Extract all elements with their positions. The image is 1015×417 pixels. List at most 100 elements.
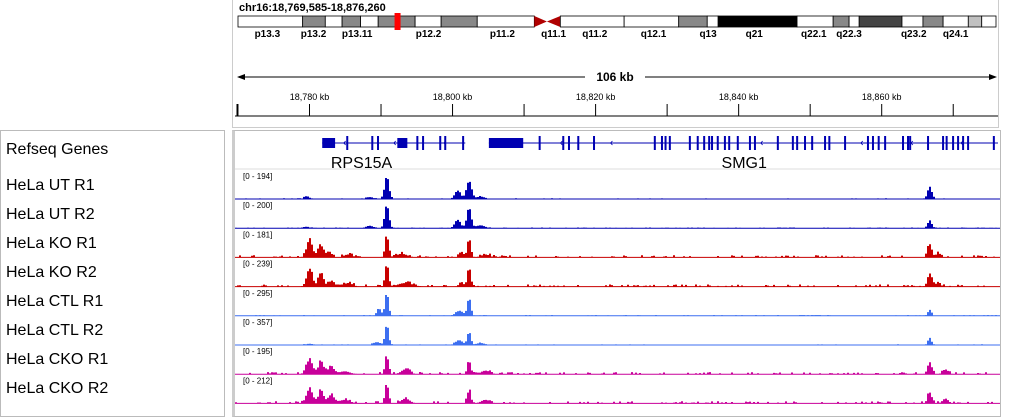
gene-exon: [736, 136, 739, 150]
gene-exon: [866, 136, 869, 150]
cytoband-label: p13.11: [342, 29, 373, 40]
cytoband-label: q21: [746, 29, 764, 40]
gene-label: SMG1: [722, 155, 767, 172]
gene-exon: [728, 136, 731, 150]
cytoband: [341, 15, 361, 28]
strand-arrow-icon: [810, 140, 814, 146]
gene-exon: [962, 136, 965, 150]
cytoband-label: q11.2: [582, 29, 607, 40]
gene-exon: [844, 136, 847, 150]
gene-rps15a: RPS15A: [322, 136, 466, 172]
track-name[interactable]: HeLa UT R2: [6, 206, 95, 223]
track-name[interactable]: HeLa KO R1: [6, 235, 97, 252]
coverage-track: [0 - 200]: [235, 201, 1000, 229]
gene-exon: [708, 136, 711, 150]
gene-exon: [688, 136, 691, 150]
strand-arrow-icon: [860, 140, 864, 146]
gene-exon: [884, 136, 887, 150]
track-name[interactable]: HeLa KO R2: [6, 264, 97, 281]
header-panel: chr16:18,769,585-18,876,260 p13.3 p13.2 p1…: [232, 0, 999, 128]
cytoband: [796, 15, 834, 28]
cytoband: [967, 15, 983, 28]
arrow-right-icon: [989, 74, 997, 80]
gene-smg1: SMG1: [488, 136, 998, 172]
strand-arrow-icon: [509, 140, 513, 146]
gene-exon: [377, 136, 380, 150]
gene-exon: [397, 138, 408, 148]
cytoband-label: q22.3: [836, 29, 862, 40]
gene-exon: [703, 136, 706, 150]
gene-exon: [927, 136, 930, 150]
data-panel[interactable]: RPS15A SMG1 [0 - 194] [0 - 200] [0 - 181] [0 …: [232, 130, 1001, 417]
track-name[interactable]: HeLa CTL R2: [6, 322, 104, 339]
cytoband: [942, 15, 969, 28]
cytoband: [476, 15, 535, 28]
cytoband: [414, 15, 442, 28]
track-name[interactable]: HeLa UT R1: [6, 177, 95, 194]
gene-exon: [462, 136, 465, 150]
gene-exon: [957, 136, 960, 150]
centromere: [534, 16, 547, 27]
cytoband: [981, 15, 997, 28]
gene-exon: [967, 136, 970, 150]
cytoband-label: p12.2: [416, 29, 442, 40]
gene-exon: [871, 136, 874, 150]
strand-arrow-icon: [609, 140, 613, 146]
data-range-label: [0 - 357]: [243, 318, 272, 327]
cytoband-label: q13: [699, 29, 717, 40]
coverage-track: [0 - 181]: [235, 230, 1000, 258]
data-range-label: [0 - 295]: [243, 289, 272, 298]
cytoband: [717, 15, 798, 28]
gene-exon: [776, 136, 779, 150]
gene-exon: [716, 136, 719, 150]
ruler-tick-label: 18,800 kb: [433, 92, 473, 102]
coverage-signal: [235, 326, 1000, 345]
centromere: [546, 16, 561, 27]
cytoband: [922, 15, 944, 28]
gene-exon: [811, 136, 814, 150]
strand-arrow-icon: [910, 140, 914, 146]
strand-arrow-icon: [760, 140, 763, 146]
gene-exon: [696, 136, 699, 150]
gene-exon: [488, 138, 524, 148]
gene-exon: [796, 136, 799, 150]
span-label: 106 kb: [596, 70, 633, 84]
track-name-panel: Refseq Genes HeLa UT R1 HeLa UT R2 HeLa …: [0, 130, 225, 417]
gene-exon: [828, 136, 831, 150]
gene-exon: [444, 136, 447, 150]
cytoband: [302, 15, 326, 28]
gene-exon: [877, 136, 880, 150]
gene-exon: [371, 136, 374, 150]
data-range-label: [0 - 239]: [243, 260, 272, 269]
ruler-tick-label: 18,860 kb: [862, 92, 902, 102]
cytoband: [623, 15, 680, 28]
cytoband: [237, 15, 304, 28]
cytoband-label: q23.2: [901, 29, 927, 40]
track-name[interactable]: HeLa CKO R1: [6, 351, 109, 368]
cytoband: [324, 15, 343, 28]
gene-exon: [416, 136, 419, 150]
gene-exon: [952, 136, 955, 150]
data-range-label: [0 - 195]: [243, 347, 272, 356]
data-range-label: [0 - 212]: [243, 376, 272, 385]
gene-exon: [322, 138, 336, 148]
ideogram-and-ruler[interactable]: p13.3 p13.2 p13.11 p12.2 p11.2 q11.1 q11.2 q12.…: [233, 0, 998, 127]
gene-exon: [422, 136, 425, 150]
cytoband-label: q22.1: [801, 29, 827, 40]
cytoband-label: p11.2: [490, 29, 515, 40]
coverage-signal: [235, 356, 1000, 375]
gene-exon: [723, 136, 726, 150]
gene-exon: [439, 136, 442, 150]
gene-exon: [567, 136, 570, 150]
cytoband: [858, 15, 903, 28]
ruler-tick-label: 18,840 kb: [719, 92, 759, 102]
strand-arrow-icon: [343, 140, 346, 146]
gene-exon: [791, 136, 794, 150]
cytoband-label: q24.1: [943, 29, 969, 40]
track-name[interactable]: HeLa CTL R1: [6, 293, 104, 310]
track-name-refseq-genes[interactable]: Refseq Genes: [6, 141, 109, 158]
gene-exon: [804, 136, 807, 150]
track-name[interactable]: HeLa CKO R2: [6, 380, 109, 397]
coverage-signal: [235, 236, 1000, 258]
gene-exon: [593, 136, 596, 150]
